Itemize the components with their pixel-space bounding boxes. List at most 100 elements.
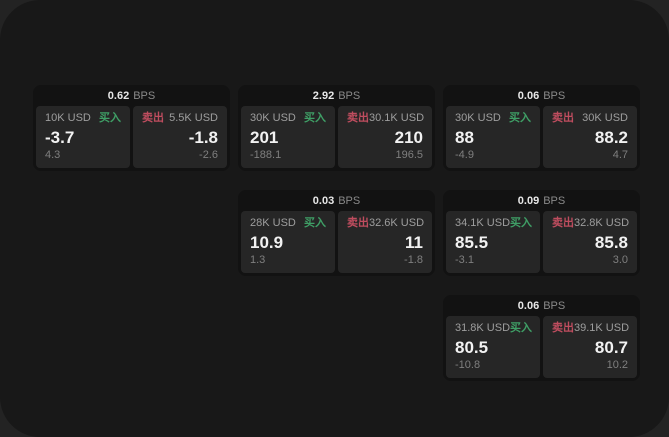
sell-delta: 196.5 <box>395 149 423 161</box>
sell-price: -1.8 <box>188 127 218 147</box>
sell-amount: 32.8K USD <box>574 217 630 229</box>
bps-value: 2.92 <box>312 89 335 102</box>
sell-delta: 3.0 <box>612 254 628 266</box>
sell-side-label: 卖出 <box>552 322 574 334</box>
buy-panel[interactable]: 30K USD 买入 88 -4.9 <box>446 106 540 168</box>
sell-panel[interactable]: 卖出 5.5K USD -1.8 -2.6 <box>133 106 227 168</box>
sell-amount: 32.6K USD <box>369 217 425 229</box>
bps-value: 0.62 <box>107 89 130 102</box>
buy-amount: 30K USD <box>455 112 501 124</box>
buy-panel-header: 10K USD 买入 <box>45 112 121 125</box>
quote-panels: 30K USD 买入 88 -4.9 卖出 30K USD 88.2 4.7 <box>443 106 640 171</box>
quote-card: 0.06 BPS 31.8K USD 买入 80.5 -10.8 卖出 39.1… <box>443 295 640 381</box>
buy-amount: 10K USD <box>45 112 91 124</box>
quote-panels: 31.8K USD 买入 80.5 -10.8 卖出 39.1K USD 80.… <box>443 316 640 381</box>
sell-panel-header: 卖出 32.6K USD <box>347 217 425 230</box>
buy-amount: 28K USD <box>250 217 296 229</box>
sell-panel[interactable]: 卖出 32.6K USD 11 -1.8 <box>338 211 432 273</box>
buy-delta: -10.8 <box>455 359 481 371</box>
buy-side-label: 买入 <box>510 217 533 229</box>
quote-panels: 30K USD 买入 201 -188.1 卖出 30.1K USD 210 1… <box>238 106 435 171</box>
sell-side-label: 卖出 <box>552 112 574 124</box>
quote-card: 0.03 BPS 28K USD 买入 10.9 1.3 卖出 32.6K US… <box>238 190 435 276</box>
card-header: 0.06 BPS <box>443 295 640 316</box>
sell-amount: 30K USD <box>582 112 628 124</box>
sell-price: 85.8 <box>594 232 628 252</box>
buy-amount: 31.8K USD <box>455 322 511 334</box>
sell-amount: 5.5K USD <box>169 112 218 124</box>
sell-panel-header: 卖出 32.8K USD <box>552 217 630 230</box>
sell-panel-header: 卖出 39.1K USD <box>552 322 630 335</box>
bps-unit-label: BPS <box>543 194 566 207</box>
buy-side-label: 买入 <box>304 217 326 229</box>
buy-panel[interactable]: 10K USD 买入 -3.7 4.3 <box>36 106 130 168</box>
bps-unit-label: BPS <box>543 89 566 102</box>
buy-price: 201 <box>250 127 279 147</box>
buy-delta: 1.3 <box>250 254 266 266</box>
quote-card: 0.09 BPS 34.1K USD 买入 85.5 -3.1 卖出 32.8K… <box>443 190 640 276</box>
sell-delta: -1.8 <box>404 254 423 266</box>
bps-unit-label: BPS <box>338 89 361 102</box>
buy-side-label: 买入 <box>304 112 326 124</box>
sell-price: 88.2 <box>594 127 628 147</box>
sell-price: 80.7 <box>594 337 628 357</box>
bps-value: 0.03 <box>312 194 335 207</box>
bps-value: 0.09 <box>517 194 540 207</box>
buy-delta: 4.3 <box>45 149 61 161</box>
card-header: 0.06 BPS <box>443 85 640 106</box>
sell-delta: 4.7 <box>612 149 628 161</box>
buy-side-label: 买入 <box>509 112 531 124</box>
buy-panel-header: 31.8K USD 买入 <box>455 322 533 335</box>
buy-panel[interactable]: 28K USD 买入 10.9 1.3 <box>241 211 335 273</box>
sell-panel[interactable]: 卖出 30.1K USD 210 196.5 <box>338 106 432 168</box>
sell-amount: 30.1K USD <box>369 112 425 124</box>
cards-grid: 0.62 BPS 10K USD 买入 -3.7 4.3 卖出 5.5K USD… <box>33 85 640 381</box>
buy-panel-header: 28K USD 买入 <box>250 217 326 230</box>
sell-panel[interactable]: 卖出 30K USD 88.2 4.7 <box>543 106 637 168</box>
buy-price: 88 <box>455 127 474 147</box>
quote-panels: 28K USD 买入 10.9 1.3 卖出 32.6K USD 11 -1.8 <box>238 211 435 276</box>
sell-panel[interactable]: 卖出 39.1K USD 80.7 10.2 <box>543 316 637 378</box>
card-header: 2.92 BPS <box>238 85 435 106</box>
bps-value: 0.06 <box>517 299 540 312</box>
sell-amount: 39.1K USD <box>574 322 630 334</box>
buy-price: 10.9 <box>250 232 284 252</box>
buy-price: 85.5 <box>455 232 489 252</box>
buy-delta: -3.1 <box>455 254 474 266</box>
sell-side-label: 卖出 <box>552 217 574 229</box>
quote-card: 0.62 BPS 10K USD 买入 -3.7 4.3 卖出 5.5K USD… <box>33 85 230 171</box>
buy-delta: -188.1 <box>250 149 282 161</box>
buy-price: 80.5 <box>455 337 489 357</box>
buy-panel-header: 30K USD 买入 <box>455 112 531 125</box>
card-header: 0.09 BPS <box>443 190 640 211</box>
quote-card: 2.92 BPS 30K USD 买入 201 -188.1 卖出 30.1K … <box>238 85 435 171</box>
card-header: 0.62 BPS <box>33 85 230 106</box>
quote-panels: 10K USD 买入 -3.7 4.3 卖出 5.5K USD -1.8 -2.… <box>33 106 230 171</box>
buy-amount: 30K USD <box>250 112 296 124</box>
buy-panel-header: 34.1K USD 买入 <box>455 217 533 230</box>
buy-amount: 34.1K USD <box>455 217 511 229</box>
buy-panel[interactable]: 31.8K USD 买入 80.5 -10.8 <box>446 316 540 378</box>
sell-side-label: 卖出 <box>347 217 369 229</box>
buy-delta: -4.9 <box>455 149 474 161</box>
bps-unit-label: BPS <box>133 89 156 102</box>
buy-panel[interactable]: 34.1K USD 买入 85.5 -3.1 <box>446 211 540 273</box>
bps-value: 0.06 <box>517 89 540 102</box>
sell-panel-header: 卖出 30K USD <box>552 112 628 125</box>
sell-delta: 10.2 <box>606 359 628 371</box>
quote-card: 0.06 BPS 30K USD 买入 88 -4.9 卖出 30K USD 8… <box>443 85 640 171</box>
sell-delta: -2.6 <box>199 149 218 161</box>
buy-side-label: 买入 <box>99 112 121 124</box>
sell-price: 11 <box>405 232 423 252</box>
buy-panel[interactable]: 30K USD 买入 201 -188.1 <box>241 106 335 168</box>
buy-price: -3.7 <box>45 127 75 147</box>
sell-panel[interactable]: 卖出 32.8K USD 85.8 3.0 <box>543 211 637 273</box>
card-header: 0.03 BPS <box>238 190 435 211</box>
quote-panels: 34.1K USD 买入 85.5 -3.1 卖出 32.8K USD 85.8… <box>443 211 640 276</box>
bps-unit-label: BPS <box>338 194 361 207</box>
sell-panel-header: 卖出 30.1K USD <box>347 112 425 125</box>
buy-side-label: 买入 <box>510 322 533 334</box>
buy-panel-header: 30K USD 买入 <box>250 112 326 125</box>
sell-panel-header: 卖出 5.5K USD <box>142 112 218 125</box>
